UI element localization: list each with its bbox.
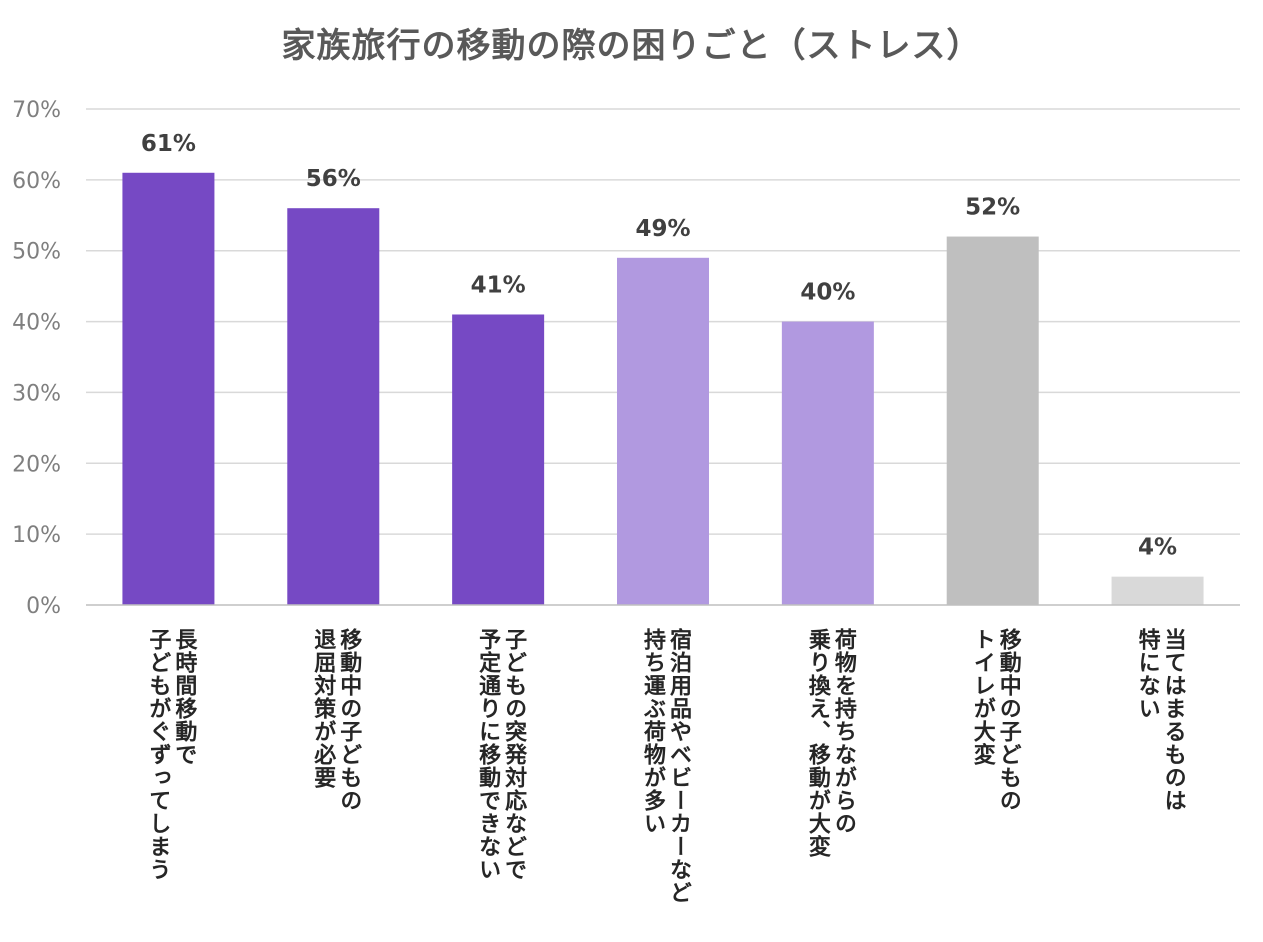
data-labels: 61% 56% 41% 49% 40% 52% 4% [141,131,1177,561]
data-label: 52% [965,195,1020,221]
bar [452,314,545,605]
category-label: 子どもの突発対応などで 予定通りに移動できない [470,628,526,881]
category-label-line: 持ち運ぶ荷物が多い [640,628,665,835]
data-label: 61% [141,131,196,157]
bar [122,172,215,605]
category-label: 移動中の子どもの 退屈対策が必要 [305,628,361,812]
category-label-line: 特にない [1134,628,1160,720]
category-label-line: 当てはまるものは [1160,628,1186,812]
bar [1111,576,1204,605]
y-tick-label: 60% [12,169,61,194]
bar [287,208,380,605]
bar [617,257,709,605]
category-label-line: 子どもの突発対応などで [501,628,527,881]
bars [122,172,1204,606]
y-tick-label: 50% [12,240,61,265]
data-label: 56% [306,166,361,192]
data-label: 40% [800,280,855,306]
data-label: 4% [1138,535,1177,561]
category-label-line: 子どもがぐずってしまう [145,628,171,881]
data-label: 49% [635,216,690,242]
data-label: 41% [471,272,526,298]
y-tick-label: 10% [12,523,61,548]
category-label-line: 退屈対策が必要 [310,628,336,789]
bar [781,321,874,605]
chart-title: 家族旅行の移動の際の困りごと（ストレス） [281,26,982,66]
category-label: 宿泊用品やベビーカーなど 持ち運ぶ荷物が多い [635,628,691,904]
y-tick-label: 20% [12,452,61,477]
category-label: 移動中の子どもの トイレが大変 [965,628,1021,812]
y-tick-label: 70% [12,98,61,123]
y-tick-label: 30% [12,381,61,406]
category-label-line: 予定通りに移動できない [475,628,501,881]
y-axis-ticks: 0% 10% 20% 30% 40% 50% 60% 70% [12,98,61,619]
y-tick-label: 40% [12,311,61,336]
category-label-line: 荷物を持ちながらの [830,628,856,835]
bar [946,236,1039,606]
y-tick-label: 0% [26,594,61,619]
category-label-line: 宿泊用品やベビーカーなど [666,628,691,904]
category-label-line: トイレが大変 [969,628,995,766]
category-label: 長時間移動で 子どもがぐずってしまう [140,628,196,881]
category-label: 当てはまるものは 特にない [1130,628,1186,812]
category-label-line: 乗り換え、移動が大変 [804,628,830,858]
category-label-line: 移動中の子どもの [336,628,362,812]
category-label-line: 移動中の子どもの [995,628,1021,812]
category-label: 荷物を持ちながらの 乗り換え、移動が大変 [800,628,856,858]
category-label-line: 長時間移動で [171,628,197,766]
